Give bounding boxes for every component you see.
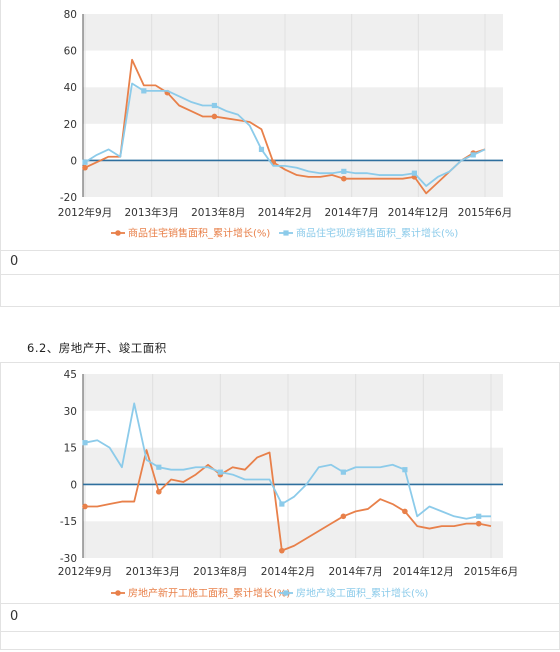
- y-tick-label: 15: [64, 443, 77, 455]
- x-tick-label: 2015年6月: [464, 565, 518, 578]
- x-tick-label: 2013年3月: [124, 206, 178, 219]
- y-tick-label: 20: [64, 119, 77, 131]
- x-tick-label: 2012年9月: [58, 206, 112, 219]
- x-tick-label: 2014年7月: [324, 206, 378, 219]
- series-marker: [82, 164, 88, 171]
- series-marker: [156, 464, 162, 470]
- x-tick-label: 2013年8月: [193, 565, 247, 578]
- series-marker: [279, 547, 285, 554]
- series-marker: [82, 440, 88, 446]
- line-chart-2: -30 -15 0 15 30 45 2012年9月 2013年3月 2013年8月 2014年2…: [58, 369, 518, 600]
- series-marker: [402, 508, 408, 515]
- series-marker: [340, 469, 346, 475]
- legend-label: 房地产竣工面积_累计增长(%): [296, 587, 428, 600]
- chart-panel-2: -30 -15 0 15 30 45 2012年9月 2013年3月 2013年8月 2014年2…: [0, 362, 560, 650]
- series-line: [84, 58, 486, 195]
- grid-band: [83, 14, 503, 51]
- series-marker: [217, 469, 223, 475]
- y-tick-label: -15: [60, 516, 77, 528]
- x-tick-label: 2014年12月: [388, 206, 449, 219]
- chart-1-value-row: 0: [1, 250, 559, 273]
- x-tick-label: 2014年7月: [328, 565, 382, 578]
- y-tick-label: 0: [70, 479, 77, 491]
- y-tick-label: -20: [60, 192, 77, 204]
- series-marker: [411, 170, 418, 176]
- series-marker: [141, 88, 147, 94]
- series-marker: [211, 102, 218, 109]
- x-tick-label: 2014年2月: [258, 206, 312, 219]
- chart-2-value-row: 0: [1, 603, 559, 632]
- y-tick-label: 0: [70, 155, 77, 167]
- section-title: 6.2、房地产开、竣工面积: [27, 341, 167, 355]
- line-chart-1: -20 0 20 40 60 80 2012年9月 2013年3月 2013年8月 2014年2月…: [58, 9, 512, 240]
- grid-band: [83, 374, 503, 411]
- series-marker: [402, 467, 408, 473]
- grid-band: [83, 160, 503, 197]
- legend-label: 商品住宅现房销售面积_累计增长(%): [296, 227, 458, 240]
- series-marker: [470, 152, 476, 158]
- y-tick-label: -30: [60, 553, 77, 565]
- chart-2-value-label: 0: [10, 609, 19, 624]
- series-marker: [211, 113, 218, 120]
- x-tick-label: 2014年2月: [261, 565, 315, 578]
- grid-band: [83, 484, 503, 522]
- grid-band: [83, 87, 503, 124]
- legend-label: 商品住宅销售面积_累计增长(%): [128, 227, 270, 240]
- series-marker: [258, 146, 265, 153]
- grid-band: [83, 410, 503, 448]
- y-tick-label: 80: [64, 9, 77, 21]
- chart-2-empty-row: [1, 631, 559, 652]
- y-tick-label: 40: [64, 82, 77, 94]
- series-line: [85, 449, 492, 552]
- series-marker: [156, 488, 162, 495]
- y-tick-label: 60: [64, 46, 77, 58]
- legend-swatch-marker: [115, 230, 121, 236]
- series-marker: [476, 513, 482, 519]
- legend-swatch-marker: [283, 590, 289, 596]
- series-line: [84, 82, 486, 187]
- grid-band: [83, 50, 503, 88]
- series-line: [84, 402, 491, 520]
- y-tick-label: 45: [64, 369, 77, 381]
- legend-swatch-marker: [283, 230, 289, 236]
- legend-label: 房地产新开工施工面积_累计增长(%): [128, 587, 290, 600]
- x-tick-label: 2012年9月: [58, 565, 112, 578]
- series-marker: [475, 520, 482, 527]
- series-marker: [82, 159, 88, 165]
- series-marker: [82, 503, 88, 510]
- series-marker: [279, 501, 285, 507]
- chart-panel-1: -20 0 20 40 60 80 2012年9月 2013年3月 2013年8月 2014年2月…: [0, 0, 560, 307]
- x-tick-label: 2015年6月: [458, 206, 512, 219]
- series-marker: [341, 168, 347, 174]
- x-tick-label: 2014年12月: [393, 565, 454, 578]
- x-tick-label: 2013年8月: [191, 206, 245, 219]
- series-marker: [341, 175, 347, 182]
- x-tick-label: 2013年3月: [125, 565, 179, 578]
- legend-swatch-marker: [115, 590, 121, 596]
- series-marker: [340, 513, 347, 520]
- grid-band: [83, 123, 503, 161]
- chart-1-value-label: 0: [10, 254, 19, 269]
- chart-1-empty-row: [1, 274, 559, 307]
- y-tick-label: 30: [64, 406, 77, 418]
